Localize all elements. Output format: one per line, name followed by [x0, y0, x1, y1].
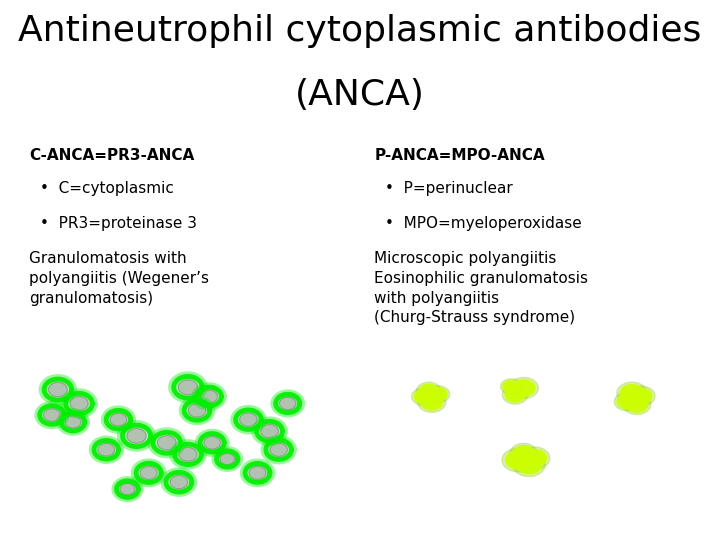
Polygon shape	[127, 428, 146, 443]
Polygon shape	[249, 466, 266, 480]
Polygon shape	[65, 416, 81, 428]
Polygon shape	[418, 392, 446, 413]
Polygon shape	[220, 453, 235, 465]
Polygon shape	[505, 451, 531, 469]
Text: •  P=perinuclear: • P=perinuclear	[385, 181, 513, 196]
Polygon shape	[623, 394, 651, 415]
Polygon shape	[43, 409, 60, 422]
Text: (ANCA): (ANCA)	[295, 78, 425, 112]
Text: •  PR3=proteinase 3: • PR3=proteinase 3	[40, 216, 197, 231]
Polygon shape	[416, 382, 441, 401]
Polygon shape	[505, 387, 525, 402]
Polygon shape	[517, 456, 541, 474]
Polygon shape	[427, 386, 450, 402]
Polygon shape	[110, 413, 127, 426]
Text: P-ANCA=MPO-ANCA: P-ANCA=MPO-ANCA	[374, 148, 545, 164]
Text: •  C=cytoplasmic: • C=cytoplasmic	[40, 181, 174, 196]
Polygon shape	[188, 403, 206, 417]
Polygon shape	[626, 396, 647, 412]
Polygon shape	[503, 381, 519, 393]
Polygon shape	[261, 424, 279, 438]
Polygon shape	[178, 380, 198, 395]
Polygon shape	[617, 394, 636, 409]
Polygon shape	[523, 450, 546, 467]
Polygon shape	[419, 384, 438, 399]
Polygon shape	[513, 380, 535, 396]
Polygon shape	[421, 394, 443, 410]
Polygon shape	[520, 447, 550, 469]
Polygon shape	[200, 390, 217, 403]
Polygon shape	[503, 385, 528, 404]
Polygon shape	[628, 386, 655, 406]
Polygon shape	[279, 397, 296, 410]
Text: Granulomatosis with
polyangiitis (Wegener’s
granulomatosis): Granulomatosis with polyangiitis (Wegene…	[29, 251, 209, 306]
Polygon shape	[510, 443, 537, 463]
Polygon shape	[412, 388, 436, 406]
Polygon shape	[120, 483, 135, 495]
Polygon shape	[614, 392, 640, 411]
Polygon shape	[513, 453, 545, 477]
Polygon shape	[140, 466, 158, 480]
Text: Microscopic polyangiitis
Eosinophilic granulomatosis
with polyangiitis
(Churg-St: Microscopic polyangiitis Eosinophilic gr…	[374, 251, 588, 326]
Polygon shape	[415, 390, 433, 403]
Polygon shape	[513, 446, 534, 461]
Polygon shape	[179, 447, 197, 462]
Polygon shape	[240, 413, 257, 427]
Polygon shape	[500, 379, 522, 394]
Polygon shape	[157, 435, 176, 450]
Polygon shape	[48, 382, 68, 397]
Text: C-ANCA=PR3-ANCA: C-ANCA=PR3-ANCA	[29, 148, 194, 164]
Polygon shape	[270, 443, 287, 456]
Text: •  MPO=myeloperoxidase: • MPO=myeloperoxidase	[385, 216, 582, 231]
Polygon shape	[70, 396, 89, 410]
Polygon shape	[98, 443, 115, 456]
Polygon shape	[170, 475, 188, 489]
Text: Antineutrophil cytoplasmic antibodies: Antineutrophil cytoplasmic antibodies	[18, 14, 702, 48]
Polygon shape	[509, 377, 539, 399]
Polygon shape	[621, 384, 644, 402]
Polygon shape	[430, 388, 447, 401]
Polygon shape	[617, 382, 647, 404]
Polygon shape	[204, 436, 220, 449]
Polygon shape	[631, 388, 652, 404]
Polygon shape	[502, 448, 534, 472]
